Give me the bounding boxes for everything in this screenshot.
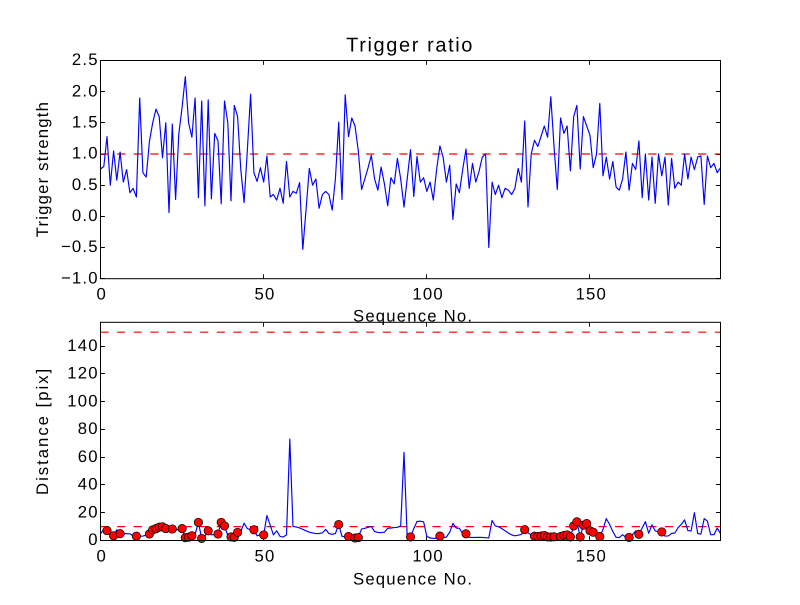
svg-text:0: 0 (88, 530, 98, 549)
svg-text:120: 120 (67, 364, 98, 383)
svg-text:2.0: 2.0 (72, 81, 99, 100)
svg-text:100: 100 (412, 547, 443, 566)
svg-text:Distance [pix]: Distance [pix] (33, 367, 52, 495)
svg-text:50: 50 (255, 547, 276, 566)
svg-text:Trigger strength: Trigger strength (33, 101, 52, 237)
svg-text:Trigger ratio: Trigger ratio (346, 35, 474, 57)
svg-text:−1.0: −1.0 (61, 268, 99, 287)
svg-text:1.5: 1.5 (72, 113, 99, 132)
svg-text:20: 20 (78, 502, 99, 521)
svg-text:60: 60 (78, 447, 99, 466)
svg-text:140: 140 (67, 336, 98, 355)
svg-text:150: 150 (576, 547, 607, 566)
svg-text:50: 50 (255, 285, 276, 304)
svg-text:Sequence No.: Sequence No. (353, 570, 473, 589)
svg-text:Sequence No.: Sequence No. (353, 307, 473, 326)
svg-text:−0.5: −0.5 (61, 237, 99, 256)
svg-text:0: 0 (97, 285, 107, 304)
svg-text:2.5: 2.5 (72, 50, 99, 69)
svg-text:40: 40 (78, 475, 99, 494)
svg-text:80: 80 (78, 419, 99, 438)
svg-text:1.0: 1.0 (72, 144, 99, 163)
svg-text:0: 0 (97, 547, 107, 566)
svg-text:150: 150 (576, 285, 607, 304)
svg-text:100: 100 (412, 285, 443, 304)
svg-text:0.0: 0.0 (72, 206, 99, 225)
svg-text:0.5: 0.5 (72, 175, 99, 194)
svg-text:100: 100 (67, 391, 98, 410)
